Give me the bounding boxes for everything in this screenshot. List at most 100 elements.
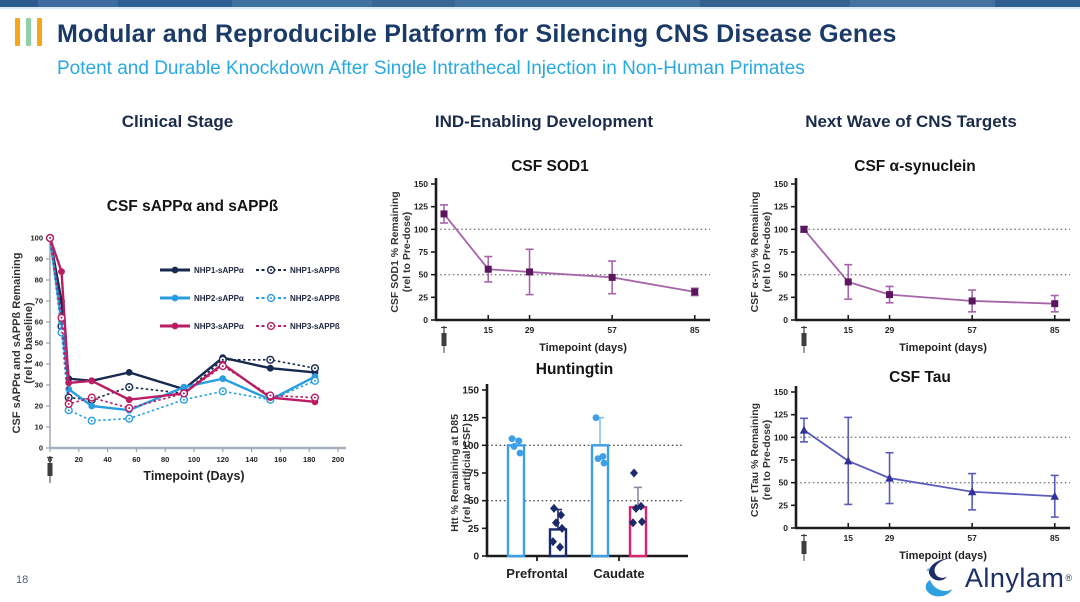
deco-bar-orange-1 xyxy=(15,18,20,46)
svg-text:50: 50 xyxy=(779,270,789,280)
svg-text:200: 200 xyxy=(332,455,345,464)
chart-title-alpha-synuclein: CSF α-synuclein xyxy=(854,158,976,175)
svg-text:29: 29 xyxy=(885,325,895,335)
svg-text:15: 15 xyxy=(844,325,854,335)
svg-text:NHP3-sAPPß: NHP3-sAPPß xyxy=(290,322,340,331)
chart-title-huntingtin: Huntingtin xyxy=(535,361,614,378)
svg-text:85: 85 xyxy=(1050,325,1060,335)
svg-text:15: 15 xyxy=(844,533,854,543)
deco-bar-orange-2 xyxy=(37,18,42,46)
legend-item: NHP2-sAPPß xyxy=(256,293,340,303)
legend-item: NHP1-sAPPß xyxy=(256,265,340,275)
svg-text:150: 150 xyxy=(414,179,428,189)
svg-text:85: 85 xyxy=(1050,533,1060,543)
legend-item: NHP1-sAPPα xyxy=(160,266,244,275)
svg-text:Timepoint (days): Timepoint (days) xyxy=(539,342,627,354)
svg-text:50: 50 xyxy=(779,478,789,488)
svg-text:75: 75 xyxy=(779,247,789,257)
svg-text:125: 125 xyxy=(774,410,788,420)
svg-text:75: 75 xyxy=(779,455,789,465)
svg-text:100: 100 xyxy=(30,234,43,243)
svg-text:NHP2-sAPPß: NHP2-sAPPß xyxy=(290,294,340,303)
svg-text:15: 15 xyxy=(484,325,494,335)
svg-text:50: 50 xyxy=(419,270,429,280)
svg-text:10: 10 xyxy=(35,423,43,432)
svg-text:25: 25 xyxy=(779,292,789,302)
alnylam-logo-reg: ® xyxy=(1065,573,1072,583)
syringe-icon xyxy=(801,326,807,353)
svg-text:180: 180 xyxy=(303,455,316,464)
svg-text:Timepoint (days): Timepoint (days) xyxy=(899,550,987,562)
top-accent-bar xyxy=(0,0,1080,9)
svg-text:80: 80 xyxy=(35,276,43,285)
svg-text:0: 0 xyxy=(783,523,788,533)
svg-text:125: 125 xyxy=(414,202,428,212)
svg-text:CSF tTau % Remaining: CSF tTau % Remaining xyxy=(749,403,761,517)
slide-subtitle: Potent and Durable Knockdown After Singl… xyxy=(57,58,805,79)
column-header-ind-enabling: IND-Enabling Development xyxy=(434,112,654,131)
svg-text:150: 150 xyxy=(774,179,788,189)
svg-text:25: 25 xyxy=(779,500,789,510)
svg-text:Prefrontal: Prefrontal xyxy=(506,566,567,581)
syringe-icon xyxy=(801,534,807,561)
svg-text:57: 57 xyxy=(607,325,617,335)
svg-text:Timepoint (Days): Timepoint (Days) xyxy=(143,469,244,483)
column-header-clinical-stage: Clinical Stage xyxy=(121,112,234,131)
page-number: 18 xyxy=(16,574,29,586)
chart-huntingtin: 0 25 50 75 100 125 150 Prefrontal Caudate Htt % R… xyxy=(449,384,688,581)
svg-text:CSF SOD1 % Remaining: CSF SOD1 % Remaining xyxy=(389,191,401,312)
chart-sod1: 0 25 50 75 100 125 150 15 29 57 85 Timepoint (days)… xyxy=(389,178,710,354)
svg-text:Htt % Remaining at D85: Htt % Remaining at D85 xyxy=(449,414,461,532)
svg-text:57: 57 xyxy=(967,325,977,335)
alnylam-logo-text: Alnylam xyxy=(964,562,1065,593)
chart-title-sod1: CSF SOD1 xyxy=(511,158,589,175)
svg-text:100: 100 xyxy=(462,441,479,452)
alnylam-logo: Alnylam ® xyxy=(917,556,1072,600)
chart-alpha-synuclein: 0 25 50 75 100 125 150 15 29 57 85 Timepoint (days)… xyxy=(749,178,1070,354)
legend-item: NHP3-sAPPα xyxy=(160,322,244,331)
svg-text:140: 140 xyxy=(245,455,258,464)
legend-item: NHP3-sAPPß xyxy=(256,321,340,331)
svg-text:100: 100 xyxy=(774,432,788,442)
chart-title-tau: CSF Tau xyxy=(889,369,951,386)
svg-text:60: 60 xyxy=(35,318,43,327)
svg-text:150: 150 xyxy=(462,386,479,397)
svg-text:90: 90 xyxy=(35,255,43,264)
chart-title-sapp: CSF sAPPα and sAPPß xyxy=(106,198,279,215)
svg-text:57: 57 xyxy=(967,533,977,543)
svg-text:0: 0 xyxy=(39,444,43,453)
syringe-icon xyxy=(47,456,53,483)
svg-text:(rel to Pre-dose): (rel to Pre-dose) xyxy=(761,212,773,293)
svg-text:CSF α-syn % Remaining: CSF α-syn % Remaining xyxy=(749,192,761,313)
svg-text:29: 29 xyxy=(525,325,535,335)
svg-text:0: 0 xyxy=(423,315,428,325)
svg-text:40: 40 xyxy=(35,360,43,369)
svg-text:20: 20 xyxy=(35,402,43,411)
svg-text:NHP3-sAPPα: NHP3-sAPPα xyxy=(194,322,244,331)
svg-text:75: 75 xyxy=(468,469,480,480)
svg-text:100: 100 xyxy=(414,224,428,234)
svg-text:85: 85 xyxy=(690,325,700,335)
svg-text:0: 0 xyxy=(783,315,788,325)
svg-text:40: 40 xyxy=(103,455,111,464)
svg-text:NHP2-sAPPα: NHP2-sAPPα xyxy=(194,294,244,303)
chart-tau: 0 25 50 75 100 125 150 15 29 57 85 Timepoint (days)… xyxy=(749,386,1070,562)
svg-text:25: 25 xyxy=(419,292,429,302)
syringe-icon xyxy=(441,326,447,353)
alnylam-logo-mark xyxy=(925,558,953,597)
svg-text:Timepoint (days): Timepoint (days) xyxy=(899,342,987,354)
legend-item: NHP2-sAPPα xyxy=(160,294,244,303)
chart-sapp: 0102030405060708090100020406080100120140… xyxy=(11,234,346,483)
svg-text:Caudate: Caudate xyxy=(593,566,644,581)
svg-text:125: 125 xyxy=(774,202,788,212)
svg-text:70: 70 xyxy=(35,297,43,306)
svg-text:(rel to artificial CSF): (rel to artificial CSF) xyxy=(461,423,473,523)
svg-text:80: 80 xyxy=(161,455,169,464)
svg-text:(rel to baseline): (rel to baseline) xyxy=(23,302,35,384)
svg-text:0: 0 xyxy=(473,552,479,563)
svg-text:25: 25 xyxy=(468,524,480,535)
svg-text:20: 20 xyxy=(75,455,83,464)
svg-text:(rel to Pre-dose): (rel to Pre-dose) xyxy=(401,212,413,293)
svg-text:100: 100 xyxy=(188,455,201,464)
